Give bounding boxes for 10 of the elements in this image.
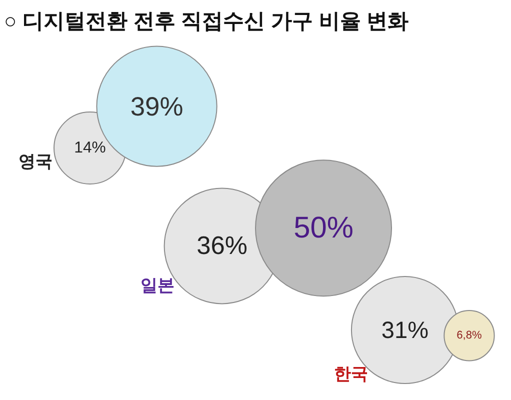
category-label: 한국: [334, 364, 368, 384]
category-label: 영국: [18, 152, 52, 172]
value-label: 39%: [130, 91, 184, 122]
value-label: 14%: [74, 140, 106, 156]
value-label: 50%: [294, 212, 354, 245]
value-label: 31%: [381, 317, 429, 343]
title: ○ 디지털전환 전후 직접수신 가구 비율 변화: [4, 10, 409, 33]
value-label: 6,8%: [456, 330, 482, 342]
category-label: 일본: [140, 276, 175, 296]
value-label: 36%: [196, 232, 248, 260]
